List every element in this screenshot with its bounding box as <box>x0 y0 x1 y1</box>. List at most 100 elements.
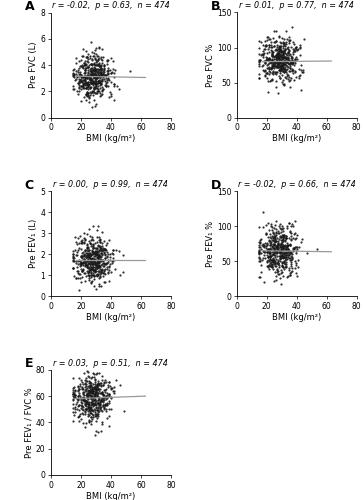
Point <box>97 80 103 88</box>
Point <box>82 64 88 72</box>
Point <box>100 268 106 276</box>
Point <box>258 51 264 59</box>
Point <box>104 394 110 402</box>
Point <box>90 406 96 414</box>
Point <box>282 241 288 249</box>
Point <box>90 88 96 96</box>
Point <box>98 62 103 70</box>
Point <box>87 386 92 394</box>
Point <box>274 40 280 48</box>
Point <box>94 260 99 268</box>
Point <box>92 392 98 400</box>
Point <box>286 33 292 41</box>
Point <box>93 70 99 78</box>
Point <box>88 69 94 77</box>
Point <box>80 252 86 260</box>
Point <box>80 69 86 77</box>
Point <box>262 66 268 74</box>
Point <box>276 32 282 40</box>
Point <box>74 70 79 78</box>
Point <box>116 247 122 255</box>
Point <box>98 406 104 414</box>
Point <box>289 254 295 262</box>
Point <box>278 236 284 244</box>
Point <box>91 267 97 275</box>
Point <box>78 82 84 90</box>
Point <box>276 263 282 271</box>
Point <box>88 252 94 260</box>
Title: r = -0.02,  p = 0.66,  n = 474: r = -0.02, p = 0.66, n = 474 <box>238 180 356 189</box>
Point <box>86 264 91 272</box>
Point <box>88 242 94 250</box>
Point <box>88 412 94 420</box>
Point <box>107 260 113 268</box>
Point <box>71 384 76 392</box>
Point <box>90 400 95 408</box>
Point <box>77 380 83 388</box>
Point <box>99 390 105 398</box>
Point <box>292 243 298 251</box>
Point <box>86 394 91 402</box>
Point <box>281 52 287 60</box>
Point <box>284 72 290 80</box>
Point <box>77 70 83 78</box>
Point <box>272 52 277 60</box>
Point <box>97 69 103 77</box>
Point <box>98 380 104 388</box>
Point <box>102 388 108 396</box>
Point <box>272 241 277 249</box>
Point <box>268 58 274 66</box>
Point <box>80 273 86 281</box>
Point <box>90 265 96 273</box>
Point <box>280 55 285 63</box>
Point <box>88 258 94 266</box>
Point <box>256 243 262 251</box>
Point <box>94 61 99 69</box>
Point <box>95 65 101 73</box>
Point <box>95 76 101 84</box>
Point <box>92 76 98 84</box>
Point <box>80 248 86 256</box>
Point <box>84 394 90 402</box>
Point <box>74 274 79 281</box>
Point <box>277 257 283 265</box>
Point <box>263 41 269 49</box>
Point <box>274 46 280 54</box>
Point <box>78 400 84 408</box>
Point <box>100 244 106 252</box>
Point <box>93 382 99 390</box>
Point <box>95 222 100 230</box>
Point <box>276 234 282 242</box>
Point <box>292 264 298 272</box>
Point <box>280 47 286 55</box>
Point <box>94 382 100 390</box>
Point <box>91 256 97 264</box>
Point <box>270 58 276 66</box>
Point <box>76 400 82 408</box>
Point <box>96 72 102 80</box>
Point <box>95 70 101 78</box>
Point <box>274 50 280 58</box>
Point <box>75 382 80 390</box>
Point <box>79 400 85 407</box>
Point <box>288 59 294 67</box>
Point <box>75 413 80 421</box>
Point <box>269 226 274 234</box>
Point <box>271 38 277 46</box>
Point <box>294 245 300 253</box>
Point <box>285 36 290 44</box>
Point <box>99 75 105 83</box>
Point <box>290 38 296 46</box>
Point <box>72 404 78 412</box>
Point <box>266 252 272 260</box>
Point <box>268 255 273 263</box>
Point <box>92 384 98 392</box>
Point <box>288 268 293 276</box>
Point <box>106 397 112 405</box>
Point <box>275 58 281 66</box>
Point <box>286 220 292 228</box>
Point <box>75 251 80 259</box>
Point <box>271 60 277 68</box>
Point <box>283 66 289 74</box>
Point <box>85 410 91 418</box>
